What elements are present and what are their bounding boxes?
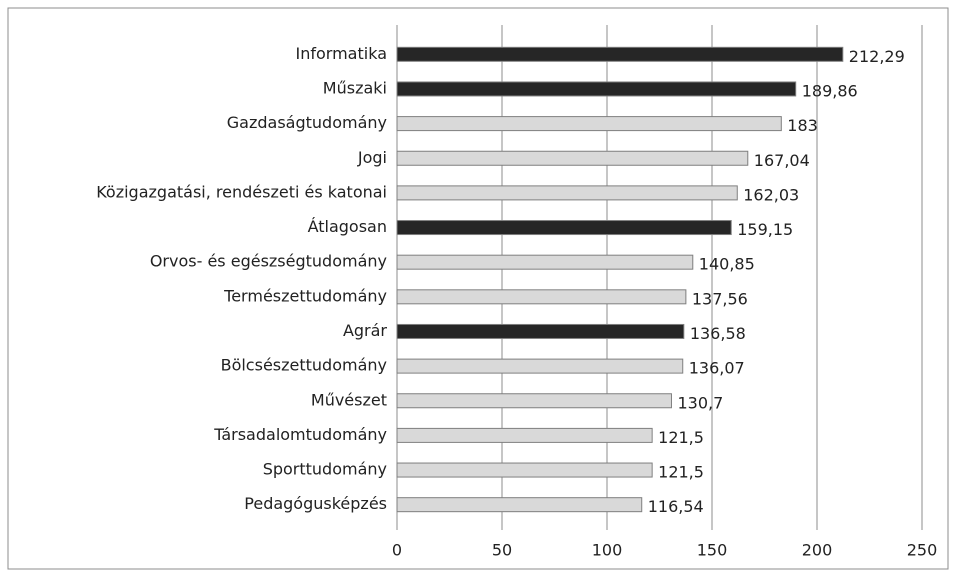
bar — [396, 81, 797, 97]
bar — [396, 150, 749, 166]
data-label: 167,04 — [754, 151, 810, 170]
data-label: 130,7 — [677, 393, 723, 412]
data-label: 159,15 — [737, 220, 793, 239]
bar — [396, 427, 653, 443]
y-tick-label: Művészet — [311, 390, 387, 409]
data-label: 183 — [787, 116, 818, 135]
bar — [396, 185, 738, 201]
data-label: 116,54 — [648, 497, 704, 516]
chart-frame — [7, 7, 949, 570]
x-tick-label: 200 — [802, 541, 833, 560]
data-label: 162,03 — [743, 185, 799, 204]
y-tick-label: Informatika — [296, 44, 387, 63]
data-label: 212,29 — [849, 47, 905, 66]
data-label: 140,85 — [699, 255, 755, 274]
bar — [396, 358, 684, 374]
bar — [396, 497, 643, 513]
data-label: 189,86 — [802, 81, 858, 100]
data-label: 121,5 — [658, 428, 704, 447]
x-tick-label: 150 — [697, 541, 728, 560]
y-tick-label: Társadalomtudomány — [213, 425, 387, 444]
bar — [396, 254, 694, 270]
x-tick-label: 250 — [907, 541, 938, 560]
data-label: 137,56 — [692, 289, 748, 308]
y-tick-label: Közigazgatási, rendészeti és katonai — [96, 182, 387, 201]
bar — [396, 289, 687, 305]
data-label: 136,58 — [690, 324, 746, 343]
bar — [396, 116, 782, 132]
y-tick-label: Sporttudomány — [263, 460, 387, 479]
bar — [396, 462, 653, 478]
y-tick-label: Természettudomány — [223, 286, 387, 305]
bar — [396, 393, 672, 409]
y-tick-label: Agrár — [343, 321, 387, 340]
bar — [396, 46, 844, 62]
data-label: 136,07 — [689, 359, 745, 378]
y-tick-label: Gazdaságtudomány — [227, 113, 387, 132]
y-tick-label: Pedagógusképzés — [244, 494, 387, 513]
data-label: 121,5 — [658, 463, 704, 482]
x-tick-label: 0 — [392, 541, 402, 560]
x-tick-label: 100 — [592, 541, 623, 560]
y-tick-label: Orvos- és egészségtudomány — [150, 252, 387, 271]
y-tick-label: Jogi — [357, 148, 387, 167]
y-tick-label: Műszaki — [323, 78, 387, 97]
bar — [396, 323, 685, 339]
x-tick-label: 50 — [492, 541, 512, 560]
bar — [396, 220, 732, 236]
y-tick-label: Bölcsészettudomány — [221, 356, 387, 375]
y-tick-label: Átlagosan — [308, 217, 387, 236]
